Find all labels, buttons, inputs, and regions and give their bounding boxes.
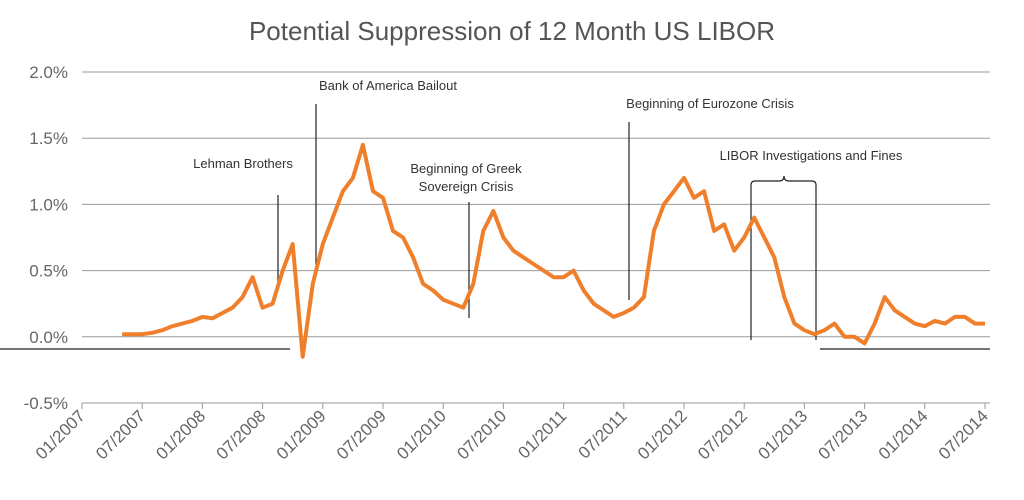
series-line [122, 142, 985, 359]
x-tick-label: 07/2008 [213, 406, 270, 463]
x-tick-label: 07/2010 [453, 406, 510, 463]
x-tick-label: 01/2009 [273, 406, 330, 463]
x-tick-label: 07/2012 [694, 406, 751, 463]
y-tick-label: 2.0% [29, 63, 68, 82]
annotation-text: LIBOR Investigations and Fines [720, 148, 903, 163]
annotation-text: Lehman Brothers [193, 156, 293, 171]
x-tick-label: 01/2013 [754, 406, 811, 463]
annotation-text: Sovereign Crisis [419, 179, 514, 194]
x-tick-label: 01/2012 [634, 406, 691, 463]
y-tick-label: 0.5% [29, 262, 68, 281]
y-tick-label: 0.0% [29, 328, 68, 347]
y-tick-label: 1.5% [29, 129, 68, 148]
x-tick-label: 07/2013 [815, 406, 872, 463]
x-tick-label: 01/2014 [875, 406, 932, 463]
y-tick-label: -0.5% [24, 394, 68, 413]
chart-title: Potential Suppression of 12 Month US LIB… [249, 16, 775, 46]
annotation-text: Beginning of Eurozone Crisis [626, 96, 794, 111]
y-tick-label: 1.0% [29, 195, 68, 214]
x-tick-label: 01/2007 [32, 406, 89, 463]
x-tick-label: 07/2007 [92, 406, 149, 463]
x-tick-label: 01/2010 [393, 406, 450, 463]
x-tick-label: 01/2011 [514, 406, 570, 462]
annotation-text: Beginning of Greek [410, 161, 522, 176]
x-tick-label: 07/2009 [333, 406, 390, 463]
x-tick-label: 07/2014 [935, 406, 992, 463]
annotation-bracket [750, 175, 817, 340]
annotation-text: Bank of America Bailout [319, 78, 457, 93]
x-tick-label: 01/2008 [152, 406, 209, 463]
x-tick-label: 07/2011 [575, 406, 631, 462]
